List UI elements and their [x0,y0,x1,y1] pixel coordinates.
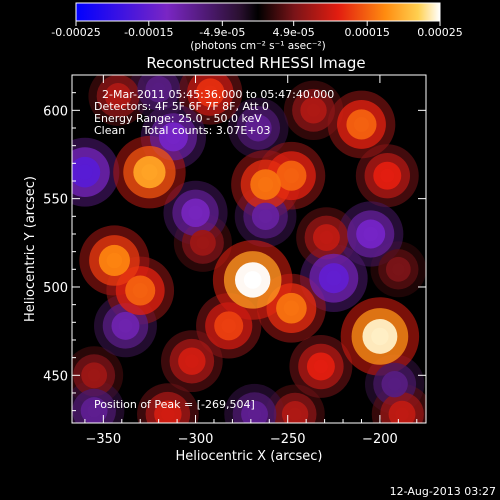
heatmap-source-blob [353,116,369,132]
heatmap-source-blob [132,282,148,299]
colorbar-tick-label: -4.9e-05 [199,26,245,39]
x-tick-label: −250 [270,432,306,447]
heatmap-source-blob [363,226,378,242]
y-tick-label: 500 [43,281,68,296]
heatmap-source-blob [166,129,181,145]
colorbar-tick-label: 0.00025 [417,26,463,39]
x-tick-label: −200 [362,432,398,447]
heatmap-source-blob [283,300,300,316]
annotation-energy-range: Energy Range: 25.0 - 50.0 keV [94,112,262,125]
plot-area: −350 −300 −250 −200 450 500 550 600 [43,74,427,447]
heatmap-source-blob [251,121,265,135]
y-tick-label: 550 [43,193,68,208]
heatmap-source-blob [87,368,101,382]
heatmap-source-blob [87,403,101,418]
heatmap-source-blob [161,407,175,422]
heatmap-source-blob [152,82,166,96]
heatmap-source-blob [257,176,274,193]
heatmap-source-blob [141,164,158,181]
y-tick-label: 600 [43,104,68,119]
heatmap-source-blob [326,270,342,286]
heatmap-source-blob [196,236,210,250]
annotation-peak-position: Position of Peak = [-269,504] [94,398,255,411]
heatmap-source-blob [203,85,218,100]
colorbar-tick-label: 0.00015 [344,26,390,39]
x-tick-label: −350 [85,432,121,447]
heatmap-source-blob [371,327,389,346]
heatmap-source-blob [184,354,199,369]
x-axis-ticks: −350 −300 −250 −200 [84,75,418,447]
heatmap-source-blob [106,252,123,269]
chart-title: Reconstructed RHESSI Image [146,54,365,72]
y-tick-label: 450 [43,369,68,384]
footer-timestamp: 12-Aug-2013 03:27 [390,485,496,498]
plot-frame [71,74,427,424]
annotation-time-range: 2-Mar-2011 05:45:36.000 to 05:47:40.000 [102,88,334,101]
heatmap-source-blob [395,407,409,421]
heatmap-source-blob [380,168,395,183]
heatmap-source-blob [283,168,299,184]
colorbar-units: (photons cm⁻² s⁻¹ asec⁻²) [190,40,325,52]
heatmap-source-blob [188,205,203,220]
colorbar-tick-label: -0.00015 [124,26,173,39]
heatmap-source-blob [288,407,302,421]
heatmap-source-blob [247,407,262,421]
heatmap-source-blob [111,89,125,103]
annotation-block: 2-Mar-2011 05:45:36.000 to 05:47:40.000 … [94,88,334,411]
colorbar-ticks: -0.00025 -0.00015 -4.9e-05 4.9e-05 0.00015 0.… [51,21,463,39]
y-axis-ticks: 450 500 550 600 [43,74,426,412]
annotation-clean-counts: Clean Total counts: 3.07E+03 [94,124,271,137]
colorbar-gradient [75,2,441,22]
heatmap-source-blob [313,359,328,374]
heatmap-source-blob [388,377,402,391]
colorbar-tick-label: -0.00025 [51,26,100,39]
y-axis-label: Heliocentric Y (arcsec) [23,176,38,322]
heatmap-source-blob [243,271,262,289]
heatmap-source-blob [118,318,133,333]
x-tick-label: −300 [178,432,214,447]
heatmap [72,75,426,423]
heatmap-source-blob [221,318,236,334]
heatmap-source-blob [77,164,93,180]
colorbar-tick-label: 4.9e-05 [273,26,315,39]
heatmap-source-blob [306,103,321,117]
colorbar: -0.00025 -0.00015 -4.9e-05 4.9e-05 0.00015 0.… [51,2,463,52]
annotation-detectors: Detectors: 4F 5F 6F 7F 8F, Att 0 [94,100,269,113]
heatmap-source-blob [392,263,405,276]
heatmap-source-blob [258,209,273,224]
heatmap-source-blob [319,230,334,245]
x-axis-label: Heliocentric X (arcsec) [176,449,323,464]
